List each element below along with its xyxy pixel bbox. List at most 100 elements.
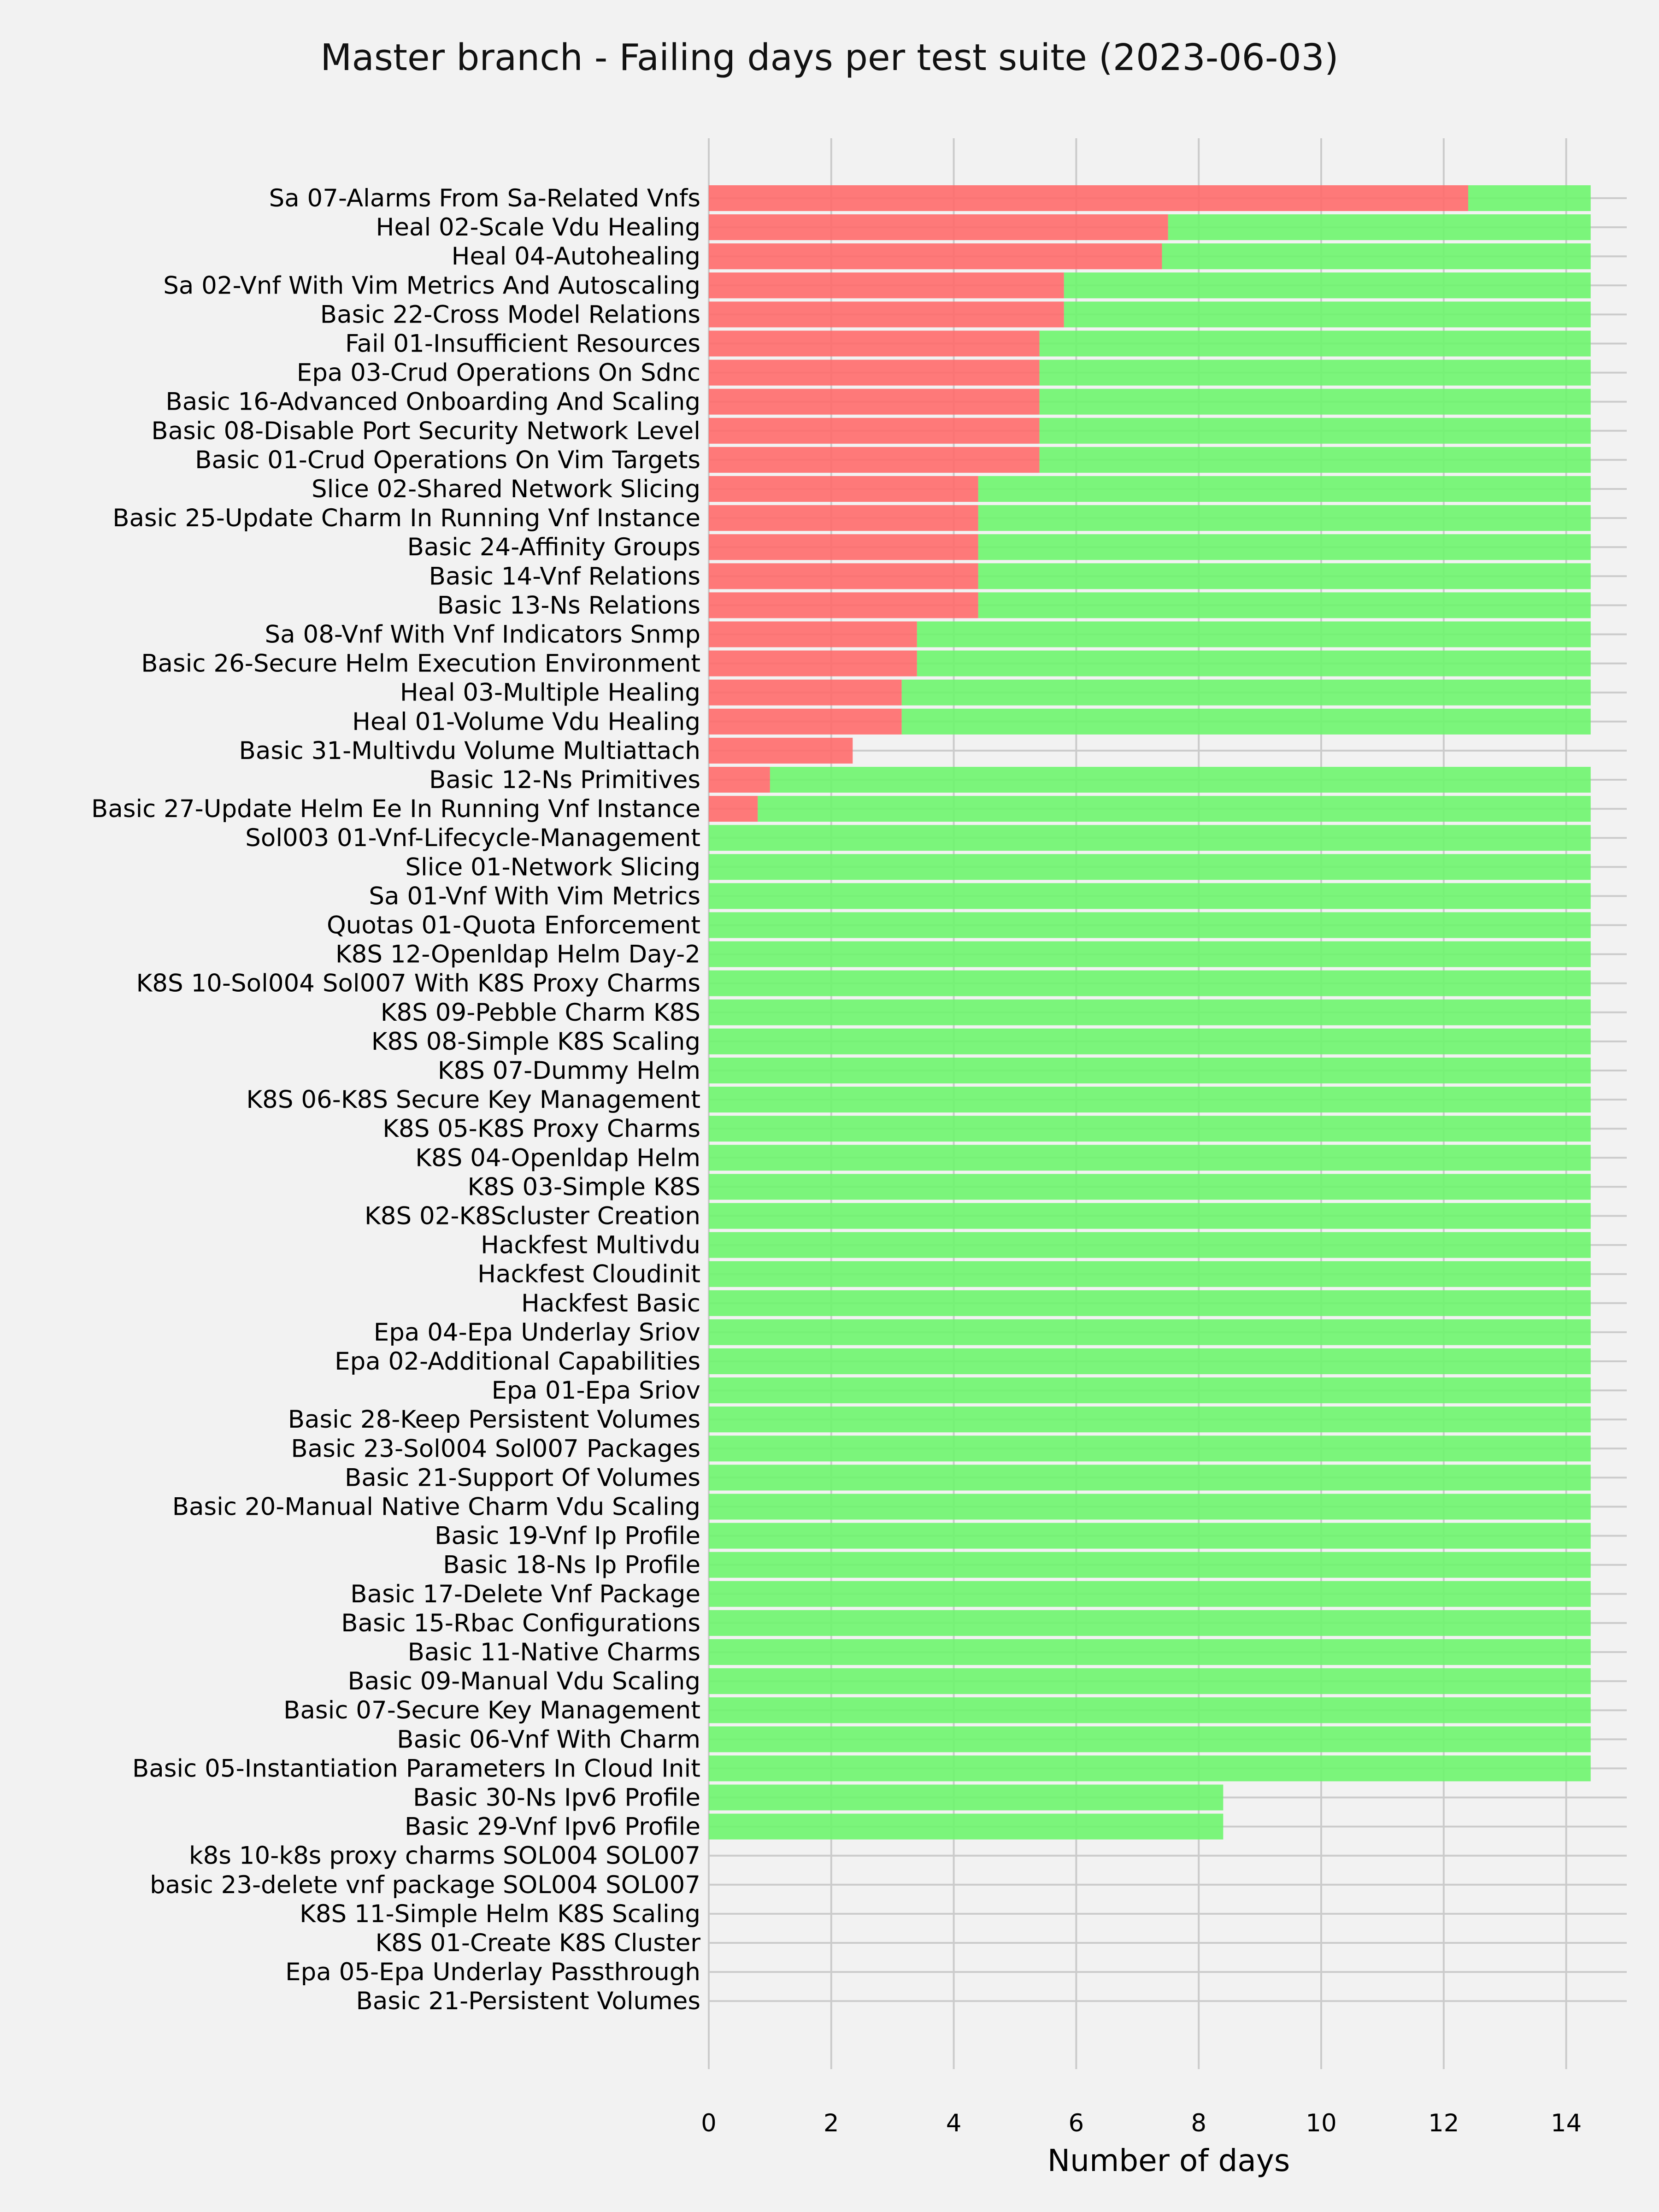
category-label: Sa 02-Vnf With Vim Metrics And Autoscali… (163, 271, 700, 300)
pass-bar (709, 1494, 1591, 1520)
pass-bar (1039, 418, 1591, 444)
fail-bar (709, 767, 770, 793)
fail-bar (709, 185, 1468, 211)
pass-bar (709, 1639, 1591, 1665)
category-label: Fail 01-Insufficient Resources (345, 330, 700, 358)
fail-bar (709, 534, 978, 560)
category-label: Basic 06-Vnf With Charm (397, 1725, 700, 1753)
pass-bar (709, 1174, 1591, 1200)
category-label: Heal 03-Multiple Healing (400, 679, 700, 707)
category-label: Basic 22-Cross Model Relations (320, 300, 700, 329)
x-tick-label: 2 (824, 2109, 839, 2137)
fail-bar (709, 563, 978, 589)
pass-bar (1168, 214, 1591, 241)
pass-bar (709, 912, 1591, 938)
pass-bar (709, 1028, 1591, 1054)
pass-bar (758, 796, 1591, 822)
category-label: Sa 07-Alarms From Sa-Related Vnfs (269, 184, 700, 212)
fail-bar (709, 708, 902, 735)
category-label: Slice 01-Network Slicing (405, 853, 700, 881)
pass-bar (709, 1435, 1591, 1462)
category-label: K8S 05-K8S Proxy Charms (382, 1115, 700, 1143)
fail-bar (709, 796, 758, 822)
pass-bar (709, 1087, 1591, 1113)
fail-bar (709, 679, 902, 706)
x-tick-labels: 0 2 4 6 8 10 12 14 (701, 2109, 1582, 2137)
pass-bar (709, 1697, 1591, 1724)
x-tick-label: 12 (1428, 2109, 1459, 2137)
category-label: Basic 13-Ns Relations (437, 591, 700, 619)
pass-bar (978, 563, 1591, 589)
category-label: K8S 10-Sol004 Sol007 With K8S Proxy Char… (136, 970, 701, 998)
fail-bar (709, 476, 978, 502)
fail-bar (709, 388, 1040, 415)
pass-bar (709, 970, 1591, 996)
category-label: K8S 04-Openldap Helm (415, 1144, 700, 1172)
category-label: Basic 23-Sol004 Sol007 Packages (291, 1435, 700, 1463)
category-label: Basic 14-Vnf Relations (429, 562, 700, 590)
fail-bar (709, 301, 1064, 328)
category-label: Basic 16-Advanced Onboarding And Scaling (165, 388, 700, 416)
pass-bar (1039, 359, 1591, 386)
category-label: Heal 04-Autohealing (452, 242, 700, 271)
category-label: K8S 06-K8S Secure Key Management (246, 1086, 700, 1114)
x-tick-label: 6 (1069, 2109, 1084, 2137)
category-label: Basic 01-Crud Operations On Vim Targets (195, 446, 700, 474)
pass-bar (901, 679, 1591, 706)
category-label: K8S 07-Dummy Helm (438, 1057, 700, 1085)
pass-bar (709, 883, 1591, 909)
category-label: Quotas 01-Quota Enforcement (327, 912, 700, 940)
category-label: k8s 10-k8s proxy charms SOL004 SOL007 (189, 1842, 700, 1870)
category-label: K8S 12-Openldap Helm Day-2 (335, 941, 700, 969)
fail-bar (709, 359, 1040, 386)
category-label: K8S 08-Simple K8S Scaling (371, 1028, 700, 1056)
category-label: Basic 31-Multivdu Volume Multiattach (239, 737, 701, 765)
category-label: Basic 09-Manual Vdu Scaling (348, 1667, 700, 1695)
pass-bar (709, 1610, 1591, 1636)
category-label: Epa 01-Epa Sriov (492, 1377, 700, 1405)
category-label: Sol003 01-Vnf-Lifecycle-Management (245, 824, 700, 852)
pass-bar (709, 999, 1591, 1025)
pass-bar (709, 1406, 1591, 1433)
pass-bar (1064, 272, 1591, 299)
category-label: Basic 05-Instantiation Parameters In Clo… (132, 1754, 700, 1783)
fail-bar (709, 214, 1168, 241)
pass-bar (709, 1261, 1591, 1287)
x-axis-label: Number of days (1047, 2143, 1290, 2178)
category-label: Sa 01-Vnf With Vim Metrics (369, 882, 700, 910)
x-tick-label: 4 (946, 2109, 962, 2137)
category-label: K8S 11-Simple Helm K8S Scaling (300, 1900, 700, 1928)
category-label: Basic 30-Ns Ipv6 Profile (413, 1784, 700, 1812)
category-label: Basic 21-Persistent Volumes (356, 1987, 701, 2015)
fail-bar (709, 592, 978, 618)
pass-bar (709, 1203, 1591, 1229)
pass-bar (917, 650, 1591, 677)
pass-bar (978, 592, 1591, 618)
pass-bar (770, 767, 1591, 793)
pass-bar (709, 1116, 1591, 1142)
category-label: Slice 02-Shared Network Slicing (312, 475, 700, 503)
category-label: Basic 20-Manual Native Charm Vdu Scaling (172, 1493, 700, 1521)
category-label: Basic 26-Secure Helm Execution Environme… (141, 650, 700, 678)
pass-bar (1039, 330, 1591, 357)
category-label: Basic 28-Keep Persistent Volumes (288, 1406, 700, 1434)
pass-bar (709, 1755, 1591, 1782)
category-label: K8S 02-K8Scluster Creation (365, 1202, 700, 1230)
category-label: basic 23-delete vnf package SOL004 SOL00… (150, 1871, 700, 1899)
pass-bar (1468, 185, 1591, 211)
pass-bar (1162, 243, 1591, 270)
pass-bar (901, 708, 1591, 735)
category-label: Hackfest Basic (521, 1289, 700, 1318)
category-label: Heal 02-Scale Vdu Healing (376, 213, 700, 241)
fail-bar (709, 621, 917, 647)
pass-bar (709, 1784, 1224, 1811)
pass-bar (709, 1523, 1591, 1549)
category-label: Hackfest Cloudinit (477, 1260, 700, 1288)
pass-bar (709, 1290, 1591, 1316)
category-label: Epa 04-Epa Underlay Sriov (374, 1318, 700, 1347)
chart-title: Master branch - Failing days per test su… (320, 36, 1338, 79)
pass-bar (709, 1581, 1591, 1607)
pass-bar (709, 1726, 1591, 1753)
pass-bar (709, 1552, 1591, 1578)
